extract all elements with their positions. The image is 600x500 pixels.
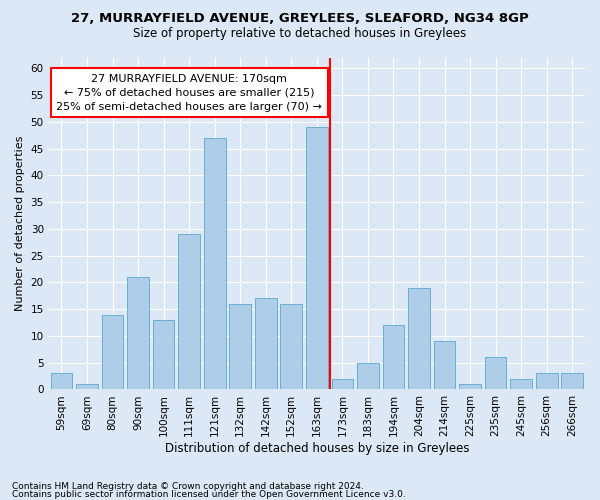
Bar: [357, 362, 379, 390]
Bar: [383, 325, 404, 390]
Text: 27 MURRAYFIELD AVENUE: 170sqm
← 75% of detached houses are smaller (215)
25% of : 27 MURRAYFIELD AVENUE: 170sqm ← 75% of d…: [56, 74, 322, 112]
Bar: [459, 384, 481, 390]
Bar: [127, 277, 149, 390]
Bar: [562, 374, 583, 390]
Bar: [280, 304, 302, 390]
Bar: [101, 314, 124, 390]
Bar: [76, 384, 98, 390]
Bar: [255, 298, 277, 390]
Bar: [204, 138, 226, 390]
Bar: [153, 320, 175, 390]
Bar: [485, 358, 506, 390]
Bar: [510, 379, 532, 390]
Bar: [229, 304, 251, 390]
Bar: [178, 234, 200, 390]
Bar: [434, 342, 455, 390]
Y-axis label: Number of detached properties: Number of detached properties: [15, 136, 25, 311]
Text: Contains HM Land Registry data © Crown copyright and database right 2024.: Contains HM Land Registry data © Crown c…: [12, 482, 364, 491]
Text: Size of property relative to detached houses in Greylees: Size of property relative to detached ho…: [133, 28, 467, 40]
Text: Contains public sector information licensed under the Open Government Licence v3: Contains public sector information licen…: [12, 490, 406, 499]
Text: 27, MURRAYFIELD AVENUE, GREYLEES, SLEAFORD, NG34 8GP: 27, MURRAYFIELD AVENUE, GREYLEES, SLEAFO…: [71, 12, 529, 26]
Bar: [50, 374, 72, 390]
Bar: [536, 374, 557, 390]
Bar: [408, 288, 430, 390]
Bar: [332, 379, 353, 390]
Bar: [306, 127, 328, 390]
X-axis label: Distribution of detached houses by size in Greylees: Distribution of detached houses by size …: [164, 442, 469, 455]
